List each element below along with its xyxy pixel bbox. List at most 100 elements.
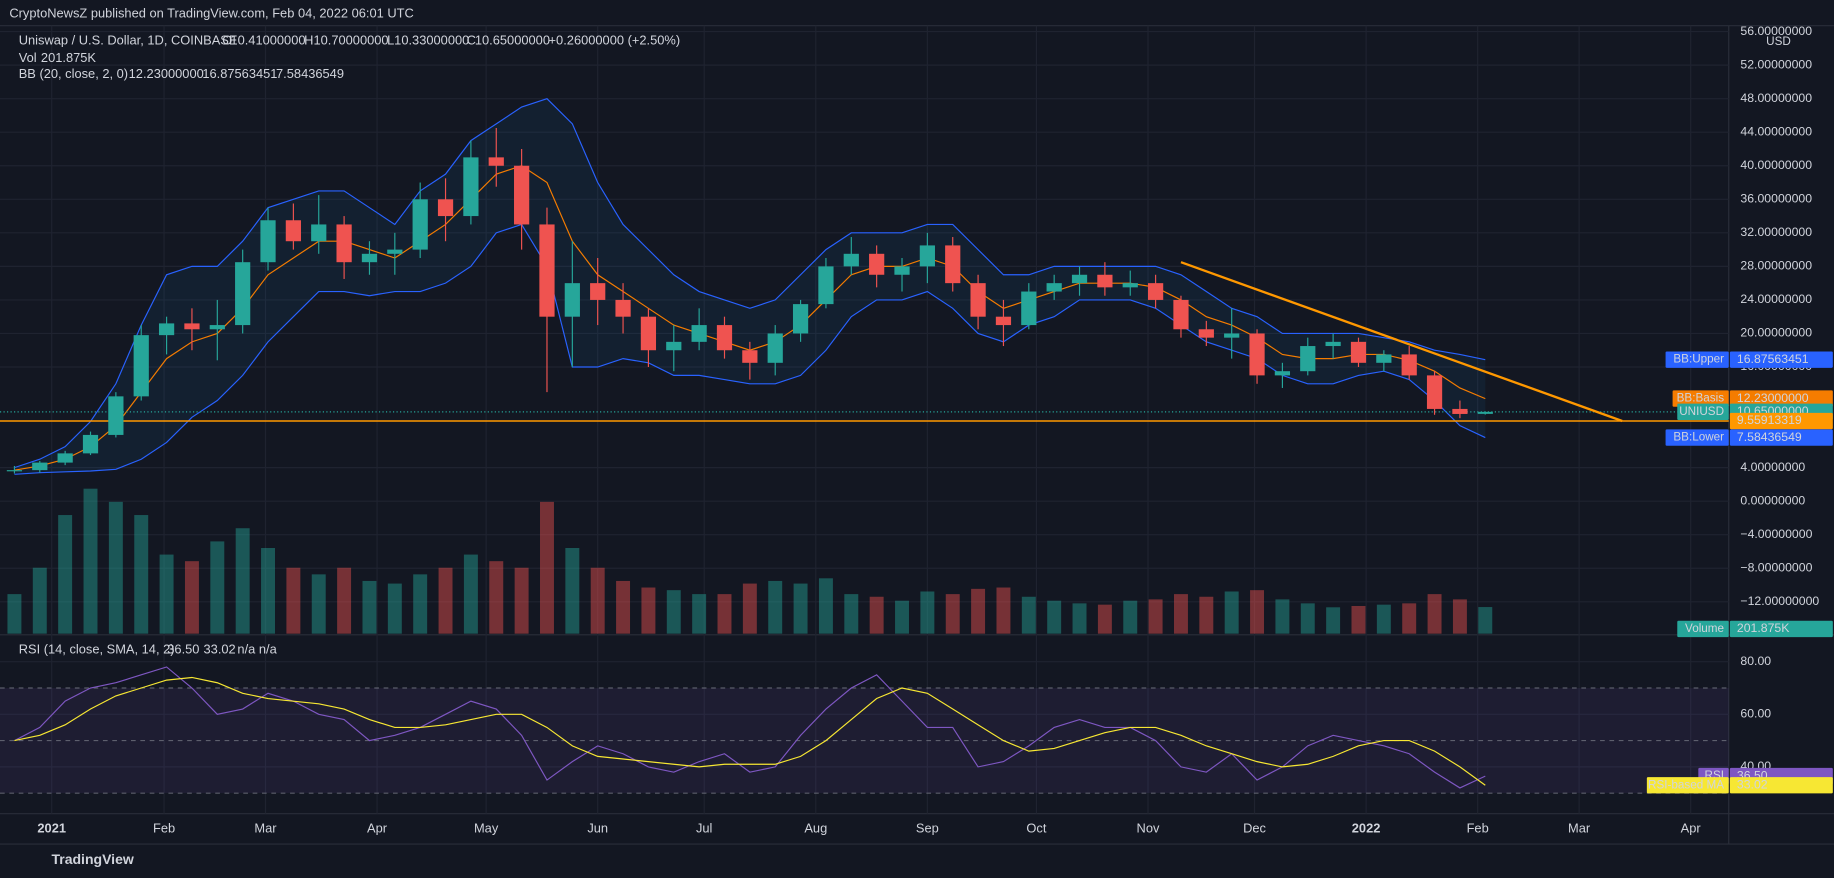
- candle-body: [1071, 274, 1088, 284]
- candle-body: [919, 245, 935, 267]
- rsi-ma-tag-name: RSI-based MA: [1648, 778, 1724, 791]
- volume-bar: [844, 594, 859, 634]
- legend-bb-name: BB (20, close, 2, 0): [19, 66, 128, 81]
- volume-bar: [1427, 594, 1442, 634]
- y-tick-label: 40.00000000: [1740, 158, 1812, 172]
- candle-body: [209, 325, 225, 330]
- volume-bar: [83, 488, 98, 634]
- volume-bar: [1148, 599, 1163, 634]
- volume-bar: [210, 541, 225, 634]
- x-tick-label: Apr: [1681, 820, 1702, 835]
- volume-bar: [1376, 604, 1391, 634]
- volume-bar: [717, 594, 732, 634]
- rsi-line: [14, 666, 1486, 789]
- x-tick-label: Feb: [1467, 820, 1489, 835]
- y-tick-label: −12.00000000: [1740, 594, 1819, 608]
- candle-body: [412, 199, 428, 250]
- candle-body: [1426, 375, 1443, 409]
- y-tick-label: 28.00000000: [1740, 259, 1812, 273]
- y-tick-label: 36.00000000: [1740, 192, 1812, 206]
- y-tick-label: 56.00000000: [1740, 24, 1812, 38]
- candle-body: [488, 157, 504, 166]
- x-tick-label: Aug: [804, 820, 827, 835]
- legend-bb-lower: 7.58436549: [276, 66, 344, 81]
- volume-bar: [1123, 600, 1138, 634]
- bb-lower: [14, 223, 1486, 475]
- x-tick-label: Oct: [1026, 820, 1046, 835]
- candle-body: [1147, 283, 1164, 300]
- candle-body: [1173, 299, 1189, 330]
- y-tick-label: 0.00000000: [1740, 493, 1805, 507]
- x-tick-label: Apr: [367, 820, 388, 835]
- volume-bar: [1072, 603, 1087, 634]
- y-tick-label: 4.00000000: [1740, 460, 1805, 474]
- candle-body: [995, 316, 1012, 326]
- currency: USD: [1766, 35, 1791, 48]
- candle-body: [32, 462, 48, 471]
- bb-upper-tag-name: BB:Upper: [1673, 353, 1724, 366]
- x-tick-label: Feb: [153, 820, 175, 835]
- legend-bb-upper: 16.87563451: [202, 66, 277, 81]
- bb-lower-tag-name: BB:Lower: [1673, 431, 1724, 444]
- volume-bar: [286, 567, 301, 634]
- candle-body: [158, 323, 175, 336]
- legend-rsi-na: n/a n/a: [237, 641, 277, 656]
- candle-body: [1046, 283, 1062, 292]
- volume-bar: [1047, 600, 1062, 634]
- legend-close-key: C: [467, 32, 476, 47]
- trendline: [1180, 261, 1623, 423]
- x-tick-label: Mar: [254, 820, 277, 835]
- candle-body: [285, 220, 301, 242]
- candle-body: [1097, 274, 1113, 288]
- legend-rsi-value: 36.50: [167, 641, 199, 656]
- volume-bar: [1326, 607, 1341, 634]
- bb-upper-tag-name-box: [1665, 351, 1729, 368]
- rsi-ma-tag-name-box: [1646, 777, 1729, 794]
- candle-body: [361, 253, 378, 263]
- candle-body: [945, 245, 961, 284]
- candle-body: [463, 157, 479, 217]
- volume-tag-value: 201.875K: [1737, 621, 1790, 635]
- publisher: CryptoNewsZ published on TradingView.com…: [9, 5, 413, 20]
- candle-body: [387, 249, 403, 254]
- bb-upper-tag-value: 16.87563451: [1737, 352, 1809, 366]
- candle-body: [894, 266, 910, 275]
- x-tick-label: Jul: [696, 820, 712, 835]
- y-tick-label: −4.00000000: [1740, 527, 1812, 541]
- y-tick-label: 48.00000000: [1740, 91, 1812, 105]
- volume-bar: [920, 591, 935, 634]
- volume-bar: [261, 547, 275, 634]
- volume-bar: [387, 583, 402, 634]
- volume-bar: [793, 583, 808, 634]
- candle-body: [564, 283, 580, 317]
- volume-bar: [895, 600, 909, 634]
- legend-volume-name: Vol: [19, 50, 37, 65]
- volume-bar: [1097, 604, 1112, 634]
- volume-bar: [1275, 599, 1290, 634]
- volume-bar: [1351, 605, 1366, 634]
- legend-rsi-name: RSI (14, close, SMA, 14, 2): [19, 641, 175, 656]
- candle-body: [437, 199, 454, 217]
- candle-body: [108, 396, 124, 435]
- volume-bar: [540, 501, 554, 634]
- volume-bar: [413, 574, 428, 634]
- candle-body: [514, 165, 530, 225]
- legend-open: 10.41000000: [230, 32, 305, 47]
- x-tick-label: Nov: [1137, 820, 1160, 835]
- legend-open-key: O: [222, 32, 232, 47]
- rsi-tick-label: 60.00: [1740, 707, 1771, 721]
- watermark: TradingView: [51, 851, 133, 867]
- volume-bar: [514, 567, 529, 634]
- bb-lower-tag-value-box: [1729, 429, 1833, 446]
- bb-upper: [14, 98, 1486, 469]
- volume-bar: [945, 594, 960, 634]
- volume-bar: [134, 515, 149, 634]
- candle-body: [640, 316, 657, 351]
- candle-body: [1376, 354, 1392, 363]
- candle-body: [818, 266, 834, 305]
- volume-bar: [463, 554, 478, 634]
- candle-body: [615, 299, 631, 317]
- bb-basis-tag-value-box: [1729, 390, 1833, 407]
- volume-tag-value-box: [1729, 620, 1833, 638]
- legend-bb-basis: 12.23000000: [129, 66, 204, 81]
